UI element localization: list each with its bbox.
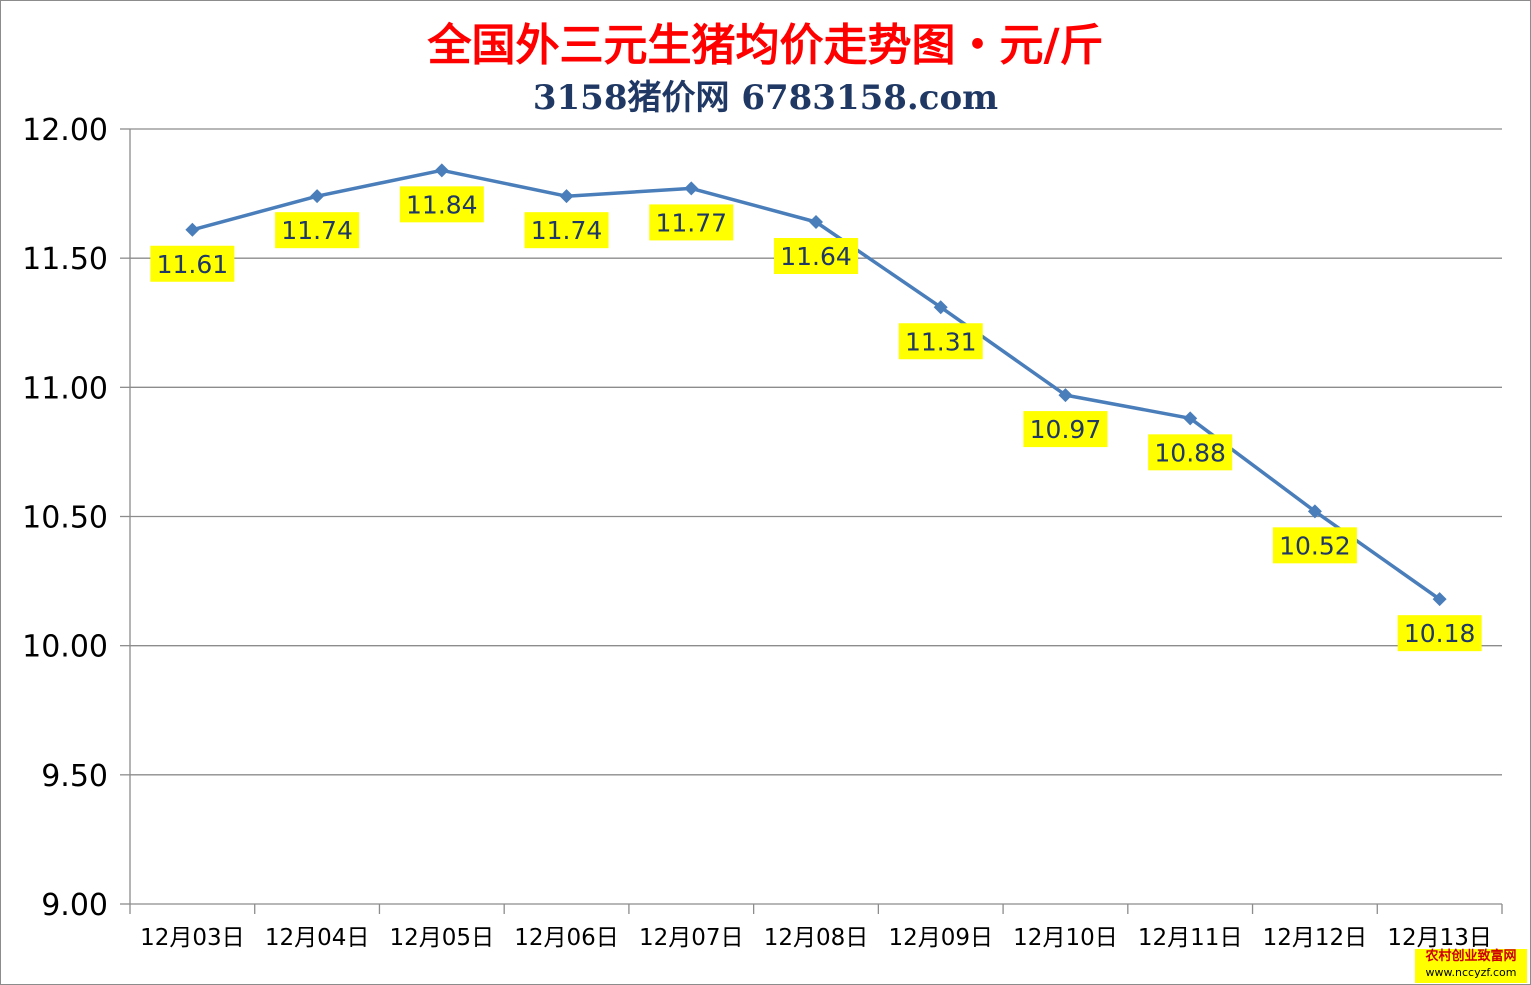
x-tick-label: 12月07日 [639, 925, 744, 951]
chart-title: 全国外三元生猪均价走势图・元/斤 [427, 20, 1104, 71]
x-tick-label: 12月04日 [265, 925, 370, 951]
data-point-marker [684, 181, 699, 196]
watermark-url: www.nccyzf.com [1425, 966, 1517, 979]
data-point-marker [434, 163, 449, 178]
data-label-box [275, 212, 360, 249]
y-tick-label: 9.50 [41, 759, 108, 794]
data-label: 11.74 [531, 216, 603, 245]
data-label-box [1023, 411, 1108, 448]
data-label: 10.18 [1404, 619, 1476, 648]
data-label: 11.31 [905, 327, 977, 356]
data-point-marker [1432, 592, 1447, 607]
y-tick-label: 11.50 [22, 242, 108, 277]
y-tick-label: 11.00 [22, 371, 108, 406]
watermark-site-name: 农村创业致富网 [1425, 949, 1517, 964]
chart-subtitle: 3158猪价网 6783158.com [532, 78, 999, 118]
y-tick-label: 10.00 [22, 630, 108, 665]
series-line [191, 168, 1441, 601]
data-point-marker [310, 189, 325, 204]
data-label-box [524, 212, 609, 249]
data-label: 10.88 [1154, 438, 1226, 467]
x-tick-label: 12月06日 [514, 925, 619, 951]
data-label: 11.77 [655, 208, 727, 237]
x-tick-label: 12月03日 [140, 925, 245, 951]
x-tick-label: 12月05日 [390, 925, 495, 951]
x-tick-label: 12月11日 [1138, 925, 1243, 951]
y-tick-label: 10.50 [22, 501, 108, 536]
data-label-box [649, 204, 734, 241]
x-tick-label: 12月10日 [1013, 925, 1118, 951]
data-label: 11.84 [406, 190, 478, 219]
data-label-box [898, 323, 983, 360]
data-label: 10.97 [1030, 415, 1102, 444]
data-point-marker [185, 222, 200, 237]
data-point-marker [933, 300, 948, 315]
data-label-box [399, 186, 484, 223]
data-point-marker [559, 189, 574, 204]
watermark-badge: 农村创业致富网 www.nccyzf.com [1415, 949, 1527, 983]
data-point-marker [1058, 388, 1073, 403]
data-point-marker [1307, 504, 1322, 519]
data-label-box [150, 245, 235, 282]
x-tick-label: 12月12日 [1263, 925, 1368, 951]
y-tick-label: 9.00 [41, 888, 108, 923]
data-point-marker [809, 215, 823, 229]
data-point-marker [1183, 411, 1198, 426]
x-tick-label: 12月09日 [888, 925, 993, 951]
x-tick-label: 12月13日 [1387, 925, 1492, 951]
data-label-box [1148, 434, 1233, 471]
y-tick-label: 12.00 [22, 113, 108, 148]
data-label: 11.74 [281, 216, 353, 245]
data-label-box [1272, 527, 1357, 564]
data-label: 11.64 [780, 242, 852, 271]
data-label-box [774, 238, 858, 274]
data-label-box [1397, 615, 1482, 652]
x-tick-label: 12月08日 [764, 925, 869, 951]
data-label: 11.61 [157, 250, 229, 279]
data-label: 10.52 [1279, 531, 1351, 560]
